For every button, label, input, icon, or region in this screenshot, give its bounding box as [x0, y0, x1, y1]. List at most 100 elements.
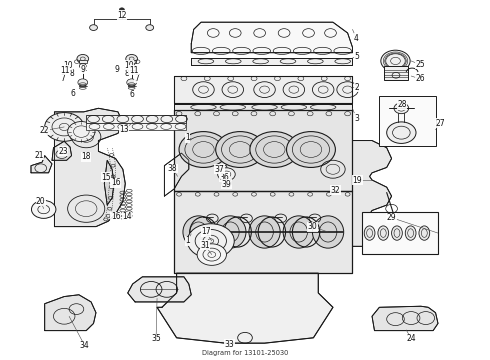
Text: 27: 27	[436, 119, 445, 128]
Text: 7: 7	[134, 74, 139, 83]
Circle shape	[127, 79, 137, 86]
Circle shape	[126, 54, 138, 63]
Circle shape	[179, 132, 228, 167]
Bar	[128, 60, 136, 63]
Text: 11: 11	[129, 66, 138, 75]
Circle shape	[216, 132, 265, 167]
Ellipse shape	[215, 216, 246, 248]
Circle shape	[31, 201, 56, 219]
Text: 10: 10	[124, 61, 133, 70]
Text: 34: 34	[80, 341, 90, 350]
Circle shape	[197, 244, 226, 265]
Polygon shape	[45, 295, 96, 330]
Polygon shape	[174, 104, 352, 110]
Text: 19: 19	[353, 176, 362, 185]
Polygon shape	[372, 306, 438, 330]
Circle shape	[68, 122, 95, 141]
Ellipse shape	[249, 216, 280, 248]
Circle shape	[381, 50, 410, 72]
Circle shape	[218, 168, 235, 181]
Ellipse shape	[313, 216, 343, 248]
Text: 5: 5	[354, 52, 359, 61]
Text: 3: 3	[354, 114, 359, 123]
Ellipse shape	[405, 226, 416, 240]
Polygon shape	[174, 76, 352, 103]
Circle shape	[78, 79, 88, 86]
Text: 32: 32	[331, 185, 340, 194]
Text: 31: 31	[200, 241, 210, 250]
Circle shape	[128, 63, 135, 68]
Text: 18: 18	[81, 152, 91, 161]
Text: 8: 8	[124, 69, 129, 78]
Text: 16: 16	[111, 212, 121, 221]
Text: 6: 6	[71, 89, 75, 98]
Polygon shape	[54, 108, 125, 226]
Text: 23: 23	[58, 147, 68, 156]
Circle shape	[287, 132, 335, 167]
Polygon shape	[191, 22, 352, 53]
Circle shape	[120, 8, 124, 12]
Circle shape	[394, 103, 409, 114]
Text: 33: 33	[224, 340, 234, 349]
Text: 37: 37	[215, 165, 224, 174]
Polygon shape	[174, 192, 352, 273]
Circle shape	[187, 224, 234, 258]
Polygon shape	[128, 277, 191, 302]
Bar	[384, 66, 408, 80]
Text: 2: 2	[354, 83, 359, 92]
Text: 29: 29	[387, 213, 396, 222]
Circle shape	[387, 122, 416, 143]
Ellipse shape	[378, 226, 389, 240]
Text: 9: 9	[115, 65, 120, 74]
Text: 6: 6	[129, 90, 134, 99]
Text: 14: 14	[122, 212, 132, 221]
Text: 36: 36	[220, 173, 229, 182]
Text: 35: 35	[151, 334, 161, 343]
Ellipse shape	[419, 226, 430, 240]
Polygon shape	[220, 166, 228, 176]
Ellipse shape	[392, 226, 402, 240]
Text: 1: 1	[185, 237, 190, 246]
Text: 24: 24	[406, 334, 416, 343]
Text: 12: 12	[117, 10, 126, 19]
Text: 8: 8	[69, 69, 74, 78]
Bar	[79, 60, 87, 63]
Text: 28: 28	[397, 100, 407, 109]
Ellipse shape	[283, 216, 315, 248]
Text: 26: 26	[415, 75, 425, 84]
Ellipse shape	[364, 226, 375, 240]
Bar	[379, 96, 436, 146]
Text: 9: 9	[80, 65, 85, 74]
Text: 15: 15	[101, 173, 111, 182]
Text: 13: 13	[119, 125, 129, 134]
Text: 21: 21	[34, 151, 44, 160]
Text: 10: 10	[63, 61, 73, 70]
Text: 4: 4	[354, 34, 359, 43]
Text: 39: 39	[221, 180, 231, 189]
Circle shape	[79, 63, 86, 68]
Bar	[86, 123, 186, 130]
Circle shape	[77, 54, 89, 63]
Text: 16: 16	[111, 178, 121, 187]
Polygon shape	[191, 58, 352, 64]
Circle shape	[45, 113, 84, 141]
Text: 30: 30	[308, 222, 318, 231]
Text: 22: 22	[40, 126, 49, 135]
Text: 11: 11	[60, 66, 70, 75]
Text: 38: 38	[168, 164, 177, 173]
Circle shape	[90, 25, 98, 31]
Text: 25: 25	[415, 60, 425, 69]
Polygon shape	[174, 110, 352, 191]
Polygon shape	[157, 273, 333, 343]
Polygon shape	[52, 141, 72, 160]
Text: 17: 17	[201, 228, 211, 237]
Text: 20: 20	[36, 197, 46, 206]
Circle shape	[146, 25, 154, 31]
Text: Diagram for 13101-25030: Diagram for 13101-25030	[202, 350, 288, 356]
Text: 7: 7	[61, 74, 66, 83]
Polygon shape	[352, 140, 392, 246]
Circle shape	[250, 132, 299, 167]
Ellipse shape	[183, 216, 214, 248]
Polygon shape	[104, 160, 114, 205]
Bar	[362, 212, 438, 253]
